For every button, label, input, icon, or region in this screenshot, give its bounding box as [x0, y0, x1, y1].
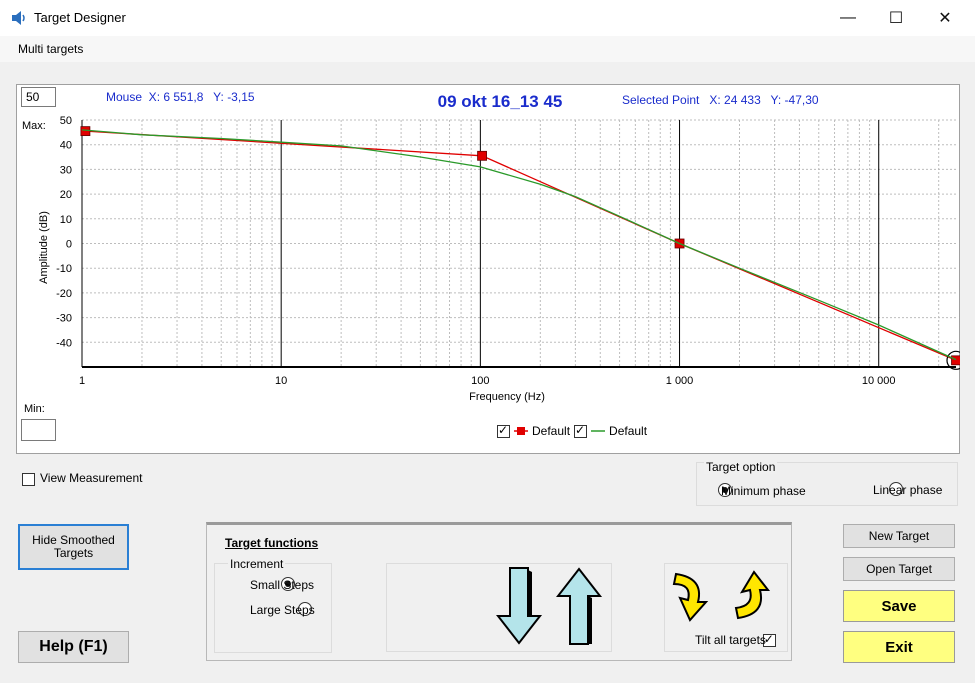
maximize-button[interactable]: ☐	[888, 10, 904, 27]
y-tick-label: -30	[56, 313, 72, 325]
view-measurement-checkbox[interactable]	[22, 473, 35, 486]
hide-smoothed-targets-button[interactable]: Hide Smoothed Targets	[18, 524, 129, 570]
y-tick-label: -10	[56, 263, 72, 275]
open-target-button[interactable]: Open Target	[843, 557, 955, 581]
chart-title: 09 okt 16_13 45	[437, 92, 563, 111]
shift-down-arrow-icon[interactable]	[496, 566, 544, 646]
chart-legend: Default Default	[497, 423, 648, 438]
y-tick-label: 0	[66, 239, 72, 251]
max-amplitude-input[interactable]: 50	[21, 87, 56, 107]
x-tick-label: 1	[79, 375, 85, 387]
linear-phase-label: Linear phase	[873, 483, 943, 497]
legend-red-marker-icon	[514, 427, 528, 435]
series-line-2	[81, 129, 957, 361]
exit-button[interactable]: Exit	[843, 631, 955, 663]
tilt-all-targets-label: Tilt all targets	[695, 633, 766, 647]
legend-green-line-icon	[591, 430, 606, 432]
linear-phase-radio[interactable]	[888, 482, 903, 496]
series-line-1	[85, 130, 957, 361]
menu-multi-targets[interactable]: Multi targets	[18, 42, 84, 56]
small-steps-radio[interactable]	[281, 577, 296, 591]
y-tick-label: 10	[60, 214, 72, 226]
small-steps-label: Small Steps	[250, 578, 315, 592]
close-button[interactable]: ✕	[938, 10, 952, 27]
target-point-marker	[477, 150, 487, 161]
window-title: Target Designer	[34, 10, 126, 25]
tilt-box	[664, 563, 788, 652]
tilt-up-arrow-icon[interactable]	[728, 568, 772, 624]
save-button[interactable]: Save	[843, 590, 955, 622]
selected-point-ring	[946, 350, 960, 370]
y-tick-label: -20	[56, 288, 72, 300]
legend-label-2: Default	[609, 424, 648, 438]
minimum-phase-radio[interactable]	[718, 483, 733, 497]
target-point-marker	[951, 355, 960, 366]
speaker-icon	[12, 11, 25, 25]
y-tick-label: 20	[60, 189, 72, 201]
shift-up-arrow-icon[interactable]	[556, 566, 604, 646]
menu-bar	[0, 36, 975, 62]
large-steps-radio[interactable]	[298, 602, 313, 616]
shift-arrows-box	[386, 563, 612, 652]
increment-title: Increment	[228, 557, 286, 571]
large-steps-label: Large Steps	[250, 603, 315, 617]
minimum-phase-label: Minimum phase	[721, 484, 806, 498]
view-measurement-label: View Measurement	[40, 471, 143, 485]
target-functions-title: Target functions	[225, 536, 319, 550]
legend-checkbox-2[interactable]	[574, 423, 588, 438]
tilt-all-targets-checkbox[interactable]	[762, 632, 776, 647]
y-axis-label: Amplitude (dB)	[38, 211, 50, 284]
x-tick-label: 10 000	[862, 375, 896, 387]
title-bar	[0, 0, 975, 36]
legend-checkbox-1[interactable]	[497, 423, 510, 438]
x-axis-label: Frequency (Hz)	[469, 391, 545, 403]
x-tick-label: 10	[275, 375, 287, 387]
x-tick-label: 1 000	[666, 375, 694, 387]
target-point-marker	[80, 126, 91, 137]
y-tick-label: 30	[60, 164, 72, 176]
help-button[interactable]: Help (F1)	[18, 631, 129, 663]
target-option-title: Target option	[704, 460, 778, 474]
min-amplitude-input[interactable]	[21, 419, 56, 441]
y-tick-label: 50	[60, 115, 72, 127]
minimize-button[interactable]: —	[840, 9, 856, 26]
y-tick-label: 40	[60, 140, 72, 152]
tilt-down-arrow-icon[interactable]	[670, 568, 714, 624]
y-tick-label: -40	[56, 337, 72, 349]
min-label: Min:	[24, 403, 45, 415]
max-label: Max:	[22, 120, 46, 132]
new-target-button[interactable]: New Target	[843, 524, 955, 548]
x-tick-label: 100	[471, 375, 489, 387]
chart-panel	[16, 84, 960, 454]
selected-point-readout: Selected Point X: 24 433 Y: -47,30	[622, 93, 819, 107]
mouse-readout: Mouse X: 6 551,8 Y: -3,15	[106, 90, 255, 104]
legend-label-1: Default	[532, 424, 571, 438]
